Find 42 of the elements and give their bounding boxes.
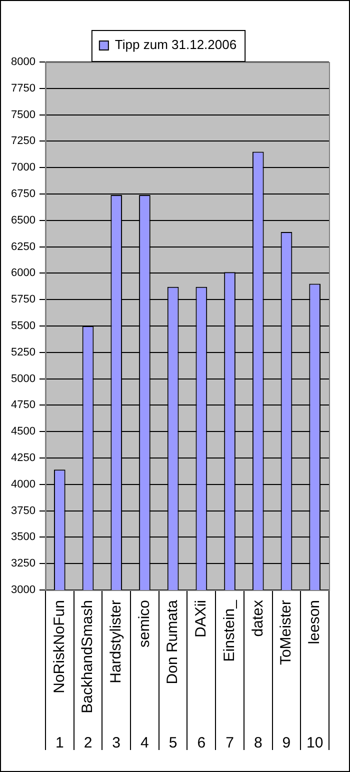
x-tick-label: Don Rumata <box>164 599 182 684</box>
x-tick-label: NoRiskNoFun <box>50 600 68 694</box>
text: 8 <box>254 734 262 752</box>
y-tick-label: 7500 <box>10 108 36 121</box>
y-tick-label: 7250 <box>10 135 36 148</box>
text: 9 <box>282 734 291 752</box>
x-tick-label: BackhandSmash <box>79 600 96 714</box>
y-tick-label: 3500 <box>10 531 36 544</box>
y-tick-label: 4500 <box>10 426 36 438</box>
y-tick-label: 5000 <box>10 372 36 385</box>
x-tick-label: leeson <box>306 600 323 644</box>
y-tick-label: 8000 <box>10 56 36 68</box>
x-tick-label: semico <box>136 600 153 648</box>
y-tick-label: 6750 <box>10 188 36 200</box>
text: 6 <box>197 734 206 752</box>
text: 5 <box>168 734 178 752</box>
y-tick-label: 6000 <box>10 267 36 280</box>
x-tick-label: datex <box>249 600 266 637</box>
y-tick-label: 3250 <box>10 558 36 570</box>
x-tick-label: Hardstylister <box>107 600 124 684</box>
y-tick-label: 5250 <box>10 346 36 358</box>
x-tick-label: DAXii <box>192 600 210 638</box>
y-tick-label: 6250 <box>10 240 36 253</box>
legend-label: Tipp zum 31.12.2006 <box>114 37 237 52</box>
y-tick-label: 5500 <box>10 320 36 332</box>
y-tick-label: 7750 <box>10 82 36 94</box>
y-tick-label: 4000 <box>10 478 36 490</box>
y-tick-label: 6500 <box>10 214 36 226</box>
x-tick-label: Einstein_ <box>220 599 238 662</box>
y-tick-label: 4250 <box>10 452 36 464</box>
text: 10 <box>306 734 324 752</box>
text: 7 <box>226 734 234 752</box>
y-tick-label: 4750 <box>10 399 36 412</box>
text: 3 <box>112 734 121 752</box>
y-tick-label: 7000 <box>10 162 36 174</box>
text: 1 <box>55 734 64 752</box>
text: 2 <box>84 734 92 752</box>
y-tick-label: 3750 <box>10 504 36 517</box>
text: 4 <box>140 734 149 752</box>
y-tick-label: 5750 <box>10 294 36 306</box>
x-tick-label: ToMeister <box>278 600 295 666</box>
y-tick-label: 3000 <box>10 584 36 596</box>
